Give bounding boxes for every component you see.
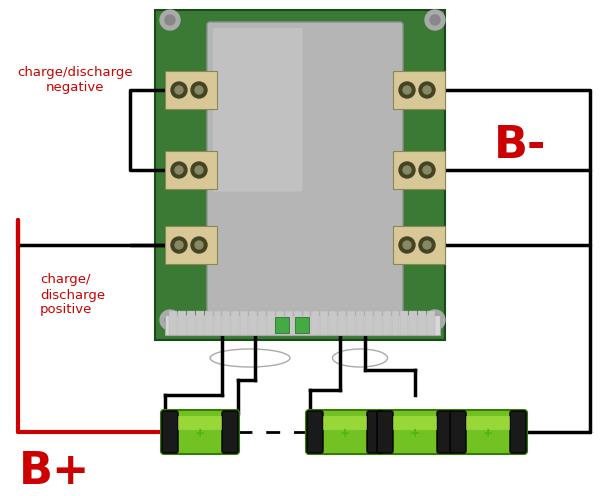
Bar — [295, 317, 309, 333]
Circle shape — [191, 162, 207, 178]
FancyBboxPatch shape — [307, 411, 323, 453]
Bar — [249, 311, 257, 335]
Circle shape — [430, 315, 440, 325]
Bar — [165, 71, 217, 109]
FancyBboxPatch shape — [367, 411, 383, 453]
Bar — [165, 151, 217, 189]
Text: +: + — [484, 427, 492, 441]
Circle shape — [403, 241, 411, 249]
Bar — [391, 311, 400, 335]
FancyBboxPatch shape — [449, 410, 527, 454]
FancyBboxPatch shape — [393, 416, 437, 430]
Bar — [356, 311, 364, 335]
FancyBboxPatch shape — [161, 410, 239, 454]
Circle shape — [195, 86, 203, 94]
Bar — [347, 311, 355, 335]
Circle shape — [399, 237, 415, 253]
Bar — [311, 311, 319, 335]
Circle shape — [403, 86, 411, 94]
Bar — [196, 311, 204, 335]
Bar — [213, 311, 221, 335]
FancyBboxPatch shape — [306, 410, 384, 454]
Circle shape — [403, 166, 411, 174]
Bar — [155, 10, 445, 340]
Circle shape — [171, 82, 187, 98]
Bar — [393, 151, 445, 189]
FancyBboxPatch shape — [162, 411, 178, 453]
Circle shape — [423, 86, 431, 94]
Bar — [393, 71, 445, 109]
FancyBboxPatch shape — [222, 411, 238, 453]
Bar — [258, 311, 266, 335]
Circle shape — [425, 10, 445, 30]
FancyBboxPatch shape — [450, 411, 466, 453]
Circle shape — [419, 82, 435, 98]
Circle shape — [165, 315, 175, 325]
FancyBboxPatch shape — [207, 22, 403, 318]
Circle shape — [419, 162, 435, 178]
FancyBboxPatch shape — [377, 411, 393, 453]
Bar — [329, 311, 337, 335]
Text: +: + — [341, 427, 349, 441]
Bar — [320, 311, 328, 335]
Bar — [294, 311, 302, 335]
Circle shape — [419, 237, 435, 253]
Text: charge/discharge
negative: charge/discharge negative — [17, 66, 133, 94]
Circle shape — [195, 241, 203, 249]
FancyBboxPatch shape — [323, 416, 367, 430]
Text: charge/
discharge
positive: charge/ discharge positive — [40, 273, 105, 316]
Bar — [187, 311, 195, 335]
Bar — [276, 311, 284, 335]
Text: B+: B+ — [19, 450, 91, 494]
Bar — [409, 311, 417, 335]
FancyBboxPatch shape — [510, 411, 526, 453]
Circle shape — [430, 15, 440, 25]
Bar — [285, 311, 293, 335]
Bar — [178, 311, 186, 335]
Text: B-: B- — [494, 124, 546, 167]
FancyBboxPatch shape — [178, 416, 222, 430]
Bar — [418, 311, 426, 335]
Bar — [169, 311, 177, 335]
Bar — [374, 311, 382, 335]
FancyBboxPatch shape — [437, 411, 453, 453]
Circle shape — [399, 82, 415, 98]
Circle shape — [191, 82, 207, 98]
Bar — [165, 226, 217, 264]
Circle shape — [175, 241, 183, 249]
Bar — [302, 311, 310, 335]
Bar — [231, 311, 239, 335]
Circle shape — [423, 241, 431, 249]
Bar — [338, 311, 346, 335]
Bar — [165, 315, 440, 335]
FancyBboxPatch shape — [213, 28, 302, 191]
Circle shape — [171, 237, 187, 253]
FancyBboxPatch shape — [376, 410, 454, 454]
Circle shape — [171, 162, 187, 178]
Bar — [204, 311, 213, 335]
Bar — [365, 311, 373, 335]
Bar — [222, 311, 230, 335]
Circle shape — [175, 166, 183, 174]
Circle shape — [399, 162, 415, 178]
Bar — [383, 311, 391, 335]
Bar — [393, 226, 445, 264]
Circle shape — [195, 166, 203, 174]
Circle shape — [191, 237, 207, 253]
Bar — [427, 311, 435, 335]
Text: +: + — [411, 427, 419, 441]
Circle shape — [425, 310, 445, 330]
Circle shape — [165, 15, 175, 25]
Circle shape — [160, 10, 180, 30]
Bar — [275, 317, 289, 333]
Circle shape — [160, 310, 180, 330]
Circle shape — [175, 86, 183, 94]
Circle shape — [423, 166, 431, 174]
Text: +: + — [196, 427, 204, 441]
Bar — [267, 311, 275, 335]
Bar — [240, 311, 248, 335]
Bar — [400, 311, 408, 335]
FancyBboxPatch shape — [466, 416, 510, 430]
